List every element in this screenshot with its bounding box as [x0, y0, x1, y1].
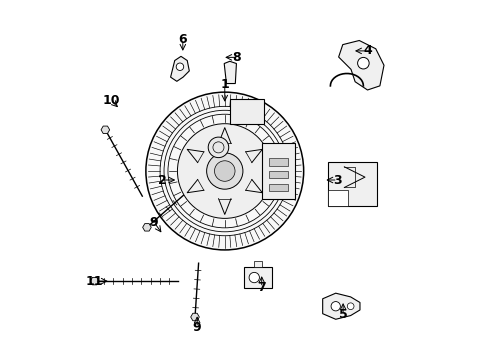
- Circle shape: [248, 273, 259, 283]
- Polygon shape: [101, 126, 109, 134]
- Bar: [229, 99, 264, 125]
- Text: 3: 3: [333, 174, 341, 186]
- Text: 10: 10: [102, 94, 120, 107]
- Polygon shape: [224, 61, 236, 84]
- Bar: [327, 162, 376, 206]
- Bar: [244, 267, 272, 288]
- Text: 5: 5: [338, 308, 347, 321]
- Text: 7: 7: [257, 281, 265, 294]
- Bar: [327, 190, 347, 206]
- Text: 9: 9: [192, 321, 201, 334]
- Text: 9: 9: [149, 216, 158, 229]
- Bar: [254, 261, 262, 267]
- Bar: [268, 158, 287, 166]
- Text: 6: 6: [178, 33, 187, 46]
- Polygon shape: [142, 224, 151, 231]
- Polygon shape: [338, 41, 383, 90]
- Circle shape: [208, 137, 228, 158]
- Text: 8: 8: [232, 51, 241, 64]
- Polygon shape: [170, 57, 189, 81]
- Text: 1: 1: [220, 78, 229, 91]
- Circle shape: [214, 161, 235, 181]
- Circle shape: [357, 57, 368, 69]
- Bar: [268, 171, 287, 178]
- Bar: [268, 184, 287, 191]
- Circle shape: [145, 92, 303, 250]
- Polygon shape: [322, 293, 359, 319]
- Text: 4: 4: [363, 44, 372, 57]
- Polygon shape: [90, 278, 99, 285]
- FancyBboxPatch shape: [261, 143, 294, 199]
- Circle shape: [206, 153, 243, 189]
- Text: 2: 2: [157, 174, 166, 186]
- Text: 11: 11: [86, 275, 103, 288]
- Circle shape: [177, 124, 271, 219]
- Circle shape: [330, 302, 340, 311]
- Circle shape: [346, 303, 353, 310]
- Polygon shape: [190, 313, 199, 321]
- Circle shape: [176, 63, 183, 71]
